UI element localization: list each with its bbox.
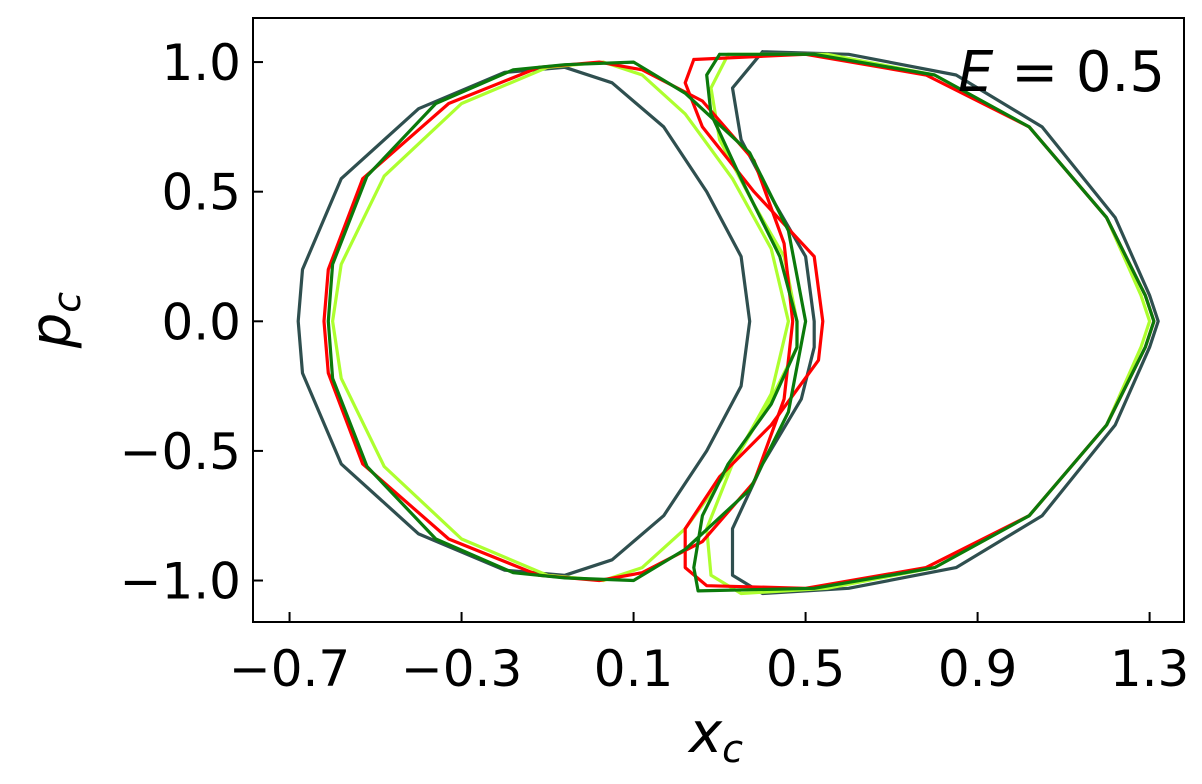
y-tick-label: 0.0 (161, 293, 241, 351)
series-layer (296, 50, 1160, 596)
y-tick-label: −1.0 (120, 553, 241, 611)
y-axis-label: pc (19, 292, 89, 350)
x-tick-label: −0.3 (401, 640, 522, 698)
x-tick-label: 1.3 (1110, 640, 1190, 698)
series-1-right-loop (705, 52, 1152, 596)
series-3-left-loop (326, 60, 808, 583)
annotation: E = 0.5 (958, 40, 1165, 105)
y-tick-label: 0.5 (161, 164, 241, 222)
x-tick-label: 0.9 (938, 640, 1018, 698)
series-0-left-loop (296, 65, 752, 577)
x-tick-label: 0.5 (766, 640, 846, 698)
ticks-layer: −0.7 −0.3 0.1 0.5 0.9 1.3 −1.0 −0.5 0.0 0.5 1.0 (120, 34, 1190, 698)
x-axis-label: xc (687, 701, 743, 771)
y-tick-label: −0.5 (120, 423, 241, 481)
x-tick-label: −0.7 (229, 640, 350, 698)
series-2-right-loop (683, 52, 1156, 590)
plot-frame (252, 17, 1185, 623)
series-3-right-loop (692, 52, 1156, 593)
y-tick-label: 1.0 (161, 34, 241, 92)
x-tick-label: 0.1 (594, 640, 674, 698)
